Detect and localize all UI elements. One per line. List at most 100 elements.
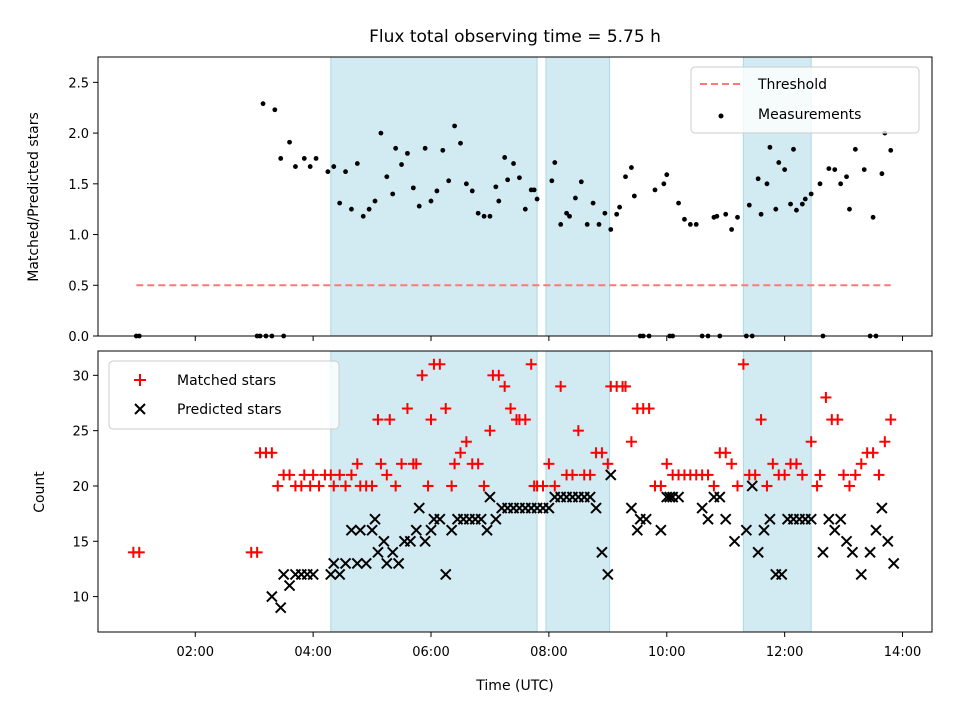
shaded-interval — [330, 56, 538, 337]
shaded-interval — [545, 350, 611, 633]
measurement-point — [614, 211, 620, 217]
predicted-star-point — [740, 524, 753, 536]
predicted-star-point — [625, 502, 638, 514]
predicted-star-point — [696, 502, 708, 514]
measurement-points — [133, 101, 894, 339]
measurement-point — [372, 198, 378, 204]
matched-star-point — [272, 480, 284, 492]
measurement-point — [452, 123, 457, 129]
predicted-stars-points — [266, 469, 900, 614]
legend-predicted-label: Predicted stars — [177, 402, 282, 418]
matched-star-point — [702, 469, 714, 481]
measurement-point — [682, 216, 687, 222]
measurement-point — [384, 174, 390, 180]
y-tick-label: 30 — [72, 369, 89, 384]
predicted-star-point — [728, 535, 741, 547]
matched-star-point — [266, 447, 278, 459]
matched-star-point — [484, 425, 496, 437]
matched-star-point — [251, 546, 263, 558]
measurement-point — [481, 213, 487, 219]
matched-star-point — [396, 458, 408, 470]
predicted-star-point — [325, 568, 337, 581]
matched-star-point — [731, 480, 743, 492]
measurement-point — [596, 222, 602, 227]
matched-star-point — [790, 458, 802, 470]
matched-star-point — [838, 469, 850, 481]
matched-star-point — [284, 469, 296, 481]
y-tick-label: 10 — [72, 591, 89, 606]
measurement-point — [652, 187, 658, 193]
predicted-star-point — [333, 568, 346, 581]
matched-star-point — [422, 480, 434, 492]
x-tick-label: 10:00 — [648, 645, 685, 660]
measurement-point — [631, 193, 637, 199]
measurement-point — [661, 181, 667, 187]
measurement-point — [844, 174, 849, 180]
measurement-point — [378, 130, 384, 136]
matched-star-point — [537, 480, 549, 492]
predicted-star-point — [345, 524, 358, 536]
predicted-star-point — [445, 524, 458, 536]
measurement-point — [817, 181, 823, 187]
matched-star-point — [832, 414, 844, 426]
predicted-star-point — [354, 524, 366, 536]
matched-star-point — [313, 480, 325, 492]
x-axis-label: Time (UTC) — [475, 678, 553, 694]
measurement-point — [573, 195, 578, 201]
matched-star-point — [425, 414, 437, 426]
predicted-star-point — [369, 513, 381, 525]
measurement-point — [782, 167, 788, 173]
measurement-point — [794, 207, 799, 213]
y-tick-label: 15 — [72, 535, 89, 550]
measurement-point — [623, 174, 628, 180]
measurement-point — [687, 222, 693, 227]
measurement-point — [366, 206, 372, 212]
matched-star-point — [843, 480, 855, 492]
measurement-point — [390, 191, 396, 197]
predicted-star-point — [758, 524, 770, 536]
measurement-point — [469, 188, 475, 194]
chart-title: Flux total observing time = 5.75 h — [369, 27, 661, 47]
matched-star-point — [885, 414, 897, 426]
predicted-star-point — [440, 568, 452, 581]
measurement-point — [799, 201, 805, 207]
predicted-star-point — [864, 546, 876, 559]
measurement-point — [399, 162, 404, 167]
measurement-point — [475, 210, 481, 216]
measurement-point — [847, 206, 852, 212]
top-y-axis-ticks: 0.0 0.5 1.0 1.5 2.0 2.5 — [68, 76, 98, 345]
shaded-interval — [742, 350, 812, 633]
predicted-star-point — [876, 502, 888, 514]
measurement-point — [723, 211, 729, 217]
predicted-star-point — [720, 513, 732, 525]
predicted-star-point — [277, 568, 290, 581]
y-tick-label: 0.5 — [68, 279, 89, 294]
y-tick-label: 1.0 — [68, 229, 89, 244]
matched-stars-points — [127, 358, 897, 558]
matched-star-point — [720, 447, 732, 459]
predicted-star-point — [840, 535, 853, 547]
measurement-point — [664, 172, 670, 178]
measurement-point — [549, 178, 555, 184]
predicted-star-point — [887, 557, 900, 570]
matched-star-point — [381, 469, 393, 481]
measurement-point — [608, 227, 614, 232]
matched-star-point — [493, 369, 505, 381]
measurement-point — [676, 200, 681, 206]
top-x-axis-ticks — [194, 336, 904, 341]
predicted-star-point — [386, 546, 399, 559]
predicted-star-point — [834, 513, 847, 525]
measurement-point — [802, 196, 808, 202]
predicted-star-point — [846, 546, 859, 559]
predicted-star-point — [746, 480, 758, 492]
predicted-star-point — [655, 524, 667, 536]
matched-star-point — [366, 480, 378, 492]
measurement-point — [758, 211, 764, 217]
predicted-star-point — [752, 546, 764, 559]
measurement-point — [578, 179, 584, 185]
measurement-point — [552, 160, 558, 165]
matched-star-point — [767, 458, 779, 470]
predicted-star-point — [351, 557, 364, 570]
measurement-point — [287, 139, 292, 145]
predicted-star-point — [714, 491, 726, 503]
